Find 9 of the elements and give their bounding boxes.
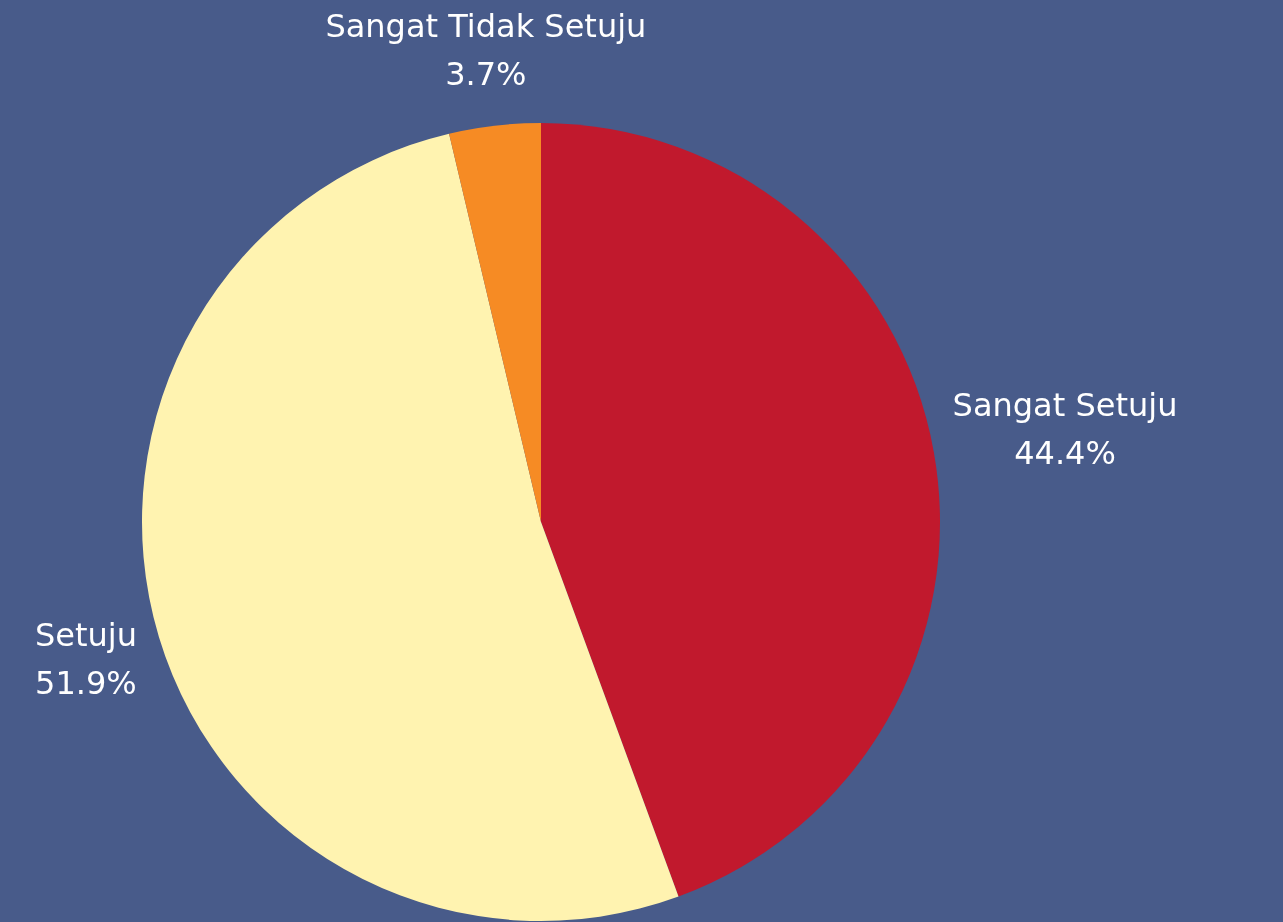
slice-label: Sangat Setuju (952, 385, 1178, 424)
pie-slice (449, 123, 541, 522)
data-label: 3.7% (445, 54, 527, 93)
slice-label: Setuju (34, 615, 137, 654)
pie-slice (541, 123, 940, 897)
pie-slice (142, 133, 679, 921)
slice-label: Sangat Tidak Setuju (325, 6, 647, 45)
data-label: 44.4% (1014, 433, 1116, 472)
data-label: 51.9% (35, 663, 137, 702)
